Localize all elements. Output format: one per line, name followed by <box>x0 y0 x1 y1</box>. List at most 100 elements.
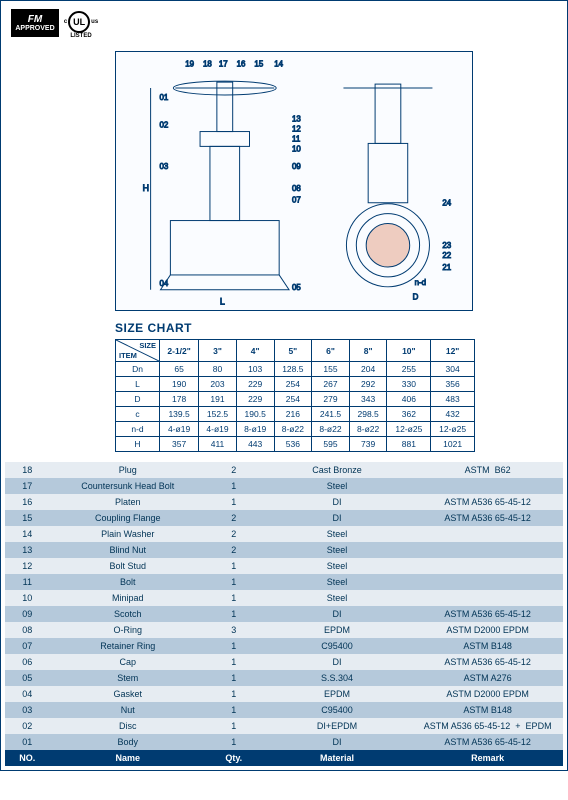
size-cell: 881 <box>387 437 431 452</box>
parts-list-table: 18Plug2Cast BronzeASTM B6217Countersunk … <box>5 462 563 766</box>
parts-row: 10Minipad1Steel <box>5 590 563 606</box>
parts-material: S.S.304 <box>262 670 413 686</box>
parts-no: 06 <box>5 654 50 670</box>
parts-remark: ASTM B148 <box>412 702 563 718</box>
size-cell: 536 <box>274 437 312 452</box>
size-cell: 229 <box>236 377 274 392</box>
size-cell: 1021 <box>431 437 475 452</box>
parts-remark: ASTM D2000 EPDM <box>412 686 563 702</box>
parts-no: 17 <box>5 478 50 494</box>
size-header-row: SIZE ITEM 2-1/2" 3" 4" 5" 6" 8" 10" 12" <box>116 340 475 362</box>
size-chart-title: SIZE CHART <box>115 321 563 335</box>
parts-remark: ASTM A536 65-45-12 <box>412 606 563 622</box>
size-col: 3" <box>199 340 237 362</box>
parts-row: 16Platen1DIASTM A536 65-45-12 <box>5 494 563 510</box>
svg-text:23: 23 <box>442 241 451 250</box>
size-cell: 152.5 <box>199 407 237 422</box>
size-row: L190203229254267292330356 <box>116 377 475 392</box>
size-cell: 139.5 <box>160 407 199 422</box>
parts-name: Stem <box>50 670 206 686</box>
parts-remark: ASTM A536 65-45-12 <box>412 734 563 750</box>
parts-no: 02 <box>5 718 50 734</box>
size-row: c139.5152.5190.5216241.5298.5362432 <box>116 407 475 422</box>
parts-row: 07Retainer Ring1C95400ASTM B148 <box>5 638 563 654</box>
parts-name: Countersunk Head Bolt <box>50 478 206 494</box>
technical-drawing: H L n-d D 191817 161514 01020304 05 1312… <box>115 51 473 311</box>
svg-text:H: H <box>143 183 149 193</box>
hdr-no: NO. <box>5 750 50 766</box>
svg-text:07: 07 <box>292 196 301 205</box>
parts-qty: 1 <box>206 638 262 654</box>
size-cell: 406 <box>387 392 431 407</box>
size-cell: 204 <box>349 362 387 377</box>
parts-qty: 2 <box>206 526 262 542</box>
parts-name: Plain Washer <box>50 526 206 542</box>
svg-text:02: 02 <box>160 121 169 130</box>
size-cell: 483 <box>431 392 475 407</box>
size-cell: 411 <box>199 437 237 452</box>
parts-name: Cap <box>50 654 206 670</box>
parts-remark: ASTM D2000 EPDM <box>412 622 563 638</box>
size-row: H3574114435365957398811021 <box>116 437 475 452</box>
hdr-qty: Qty. <box>206 750 262 766</box>
parts-material: DI <box>262 734 413 750</box>
parts-remark: ASTM A536 65-45-12 <box>412 494 563 510</box>
parts-material: Steel <box>262 542 413 558</box>
parts-remark <box>412 558 563 574</box>
size-cell: 203 <box>199 377 237 392</box>
parts-row: 11Bolt1Steel <box>5 574 563 590</box>
parts-row: 01Body1DIASTM A536 65-45-12 <box>5 734 563 750</box>
parts-qty: 1 <box>206 654 262 670</box>
fm-text: FM <box>28 14 42 25</box>
size-col: 12" <box>431 340 475 362</box>
parts-qty: 1 <box>206 574 262 590</box>
parts-remark: ASTM B62 <box>412 462 563 478</box>
size-cell: 356 <box>431 377 475 392</box>
parts-qty: 3 <box>206 622 262 638</box>
size-cell: 298.5 <box>349 407 387 422</box>
parts-remark: ASTM A276 <box>412 670 563 686</box>
parts-material: DI <box>262 494 413 510</box>
parts-no: 16 <box>5 494 50 510</box>
svg-text:09: 09 <box>292 162 301 171</box>
size-cell: 267 <box>312 377 350 392</box>
parts-no: 07 <box>5 638 50 654</box>
parts-row: 02Disc1DI+EPDMASTM A536 65-45-12 + EPDM <box>5 718 563 734</box>
fm-sub: APPROVED <box>15 25 54 32</box>
parts-row: 06Cap1DIASTM A536 65-45-12 <box>5 654 563 670</box>
size-row-label: c <box>116 407 160 422</box>
svg-text:14: 14 <box>274 59 283 68</box>
size-cell: 330 <box>387 377 431 392</box>
size-cell: 190 <box>160 377 199 392</box>
hdr-name: Name <box>50 750 206 766</box>
parts-material: DI <box>262 654 413 670</box>
parts-row: 17Countersunk Head Bolt1Steel <box>5 478 563 494</box>
size-col: 6" <box>312 340 350 362</box>
parts-row: 13Blind Nut2Steel <box>5 542 563 558</box>
parts-no: 11 <box>5 574 50 590</box>
size-cell: 304 <box>431 362 475 377</box>
parts-row: 14Plain Washer2Steel <box>5 526 563 542</box>
parts-row: 09Scotch1DIASTM A536 65-45-12 <box>5 606 563 622</box>
size-cell: 80 <box>199 362 237 377</box>
parts-material: Steel <box>262 574 413 590</box>
parts-qty: 2 <box>206 462 262 478</box>
svg-text:15: 15 <box>254 59 263 68</box>
parts-qty: 2 <box>206 542 262 558</box>
parts-no: 12 <box>5 558 50 574</box>
parts-no: 13 <box>5 542 50 558</box>
parts-remark: ASTM A536 65-45-12 + EPDM <box>412 718 563 734</box>
fm-approved-logo: FM APPROVED <box>11 9 59 37</box>
parts-name: Minipad <box>50 590 206 606</box>
size-cell: 190.5 <box>236 407 274 422</box>
size-cell: 362 <box>387 407 431 422</box>
size-row: D178191229254279343406483 <box>116 392 475 407</box>
parts-qty: 1 <box>206 558 262 574</box>
size-cell: 12-ø25 <box>387 422 431 437</box>
parts-name: Disc <box>50 718 206 734</box>
size-cell: 241.5 <box>312 407 350 422</box>
svg-text:03: 03 <box>160 162 169 171</box>
valve-diagram-svg: H L n-d D 191817 161514 01020304 05 1312… <box>116 52 472 310</box>
size-col: 10" <box>387 340 431 362</box>
parts-remark: ASTM A536 65-45-12 <box>412 510 563 526</box>
